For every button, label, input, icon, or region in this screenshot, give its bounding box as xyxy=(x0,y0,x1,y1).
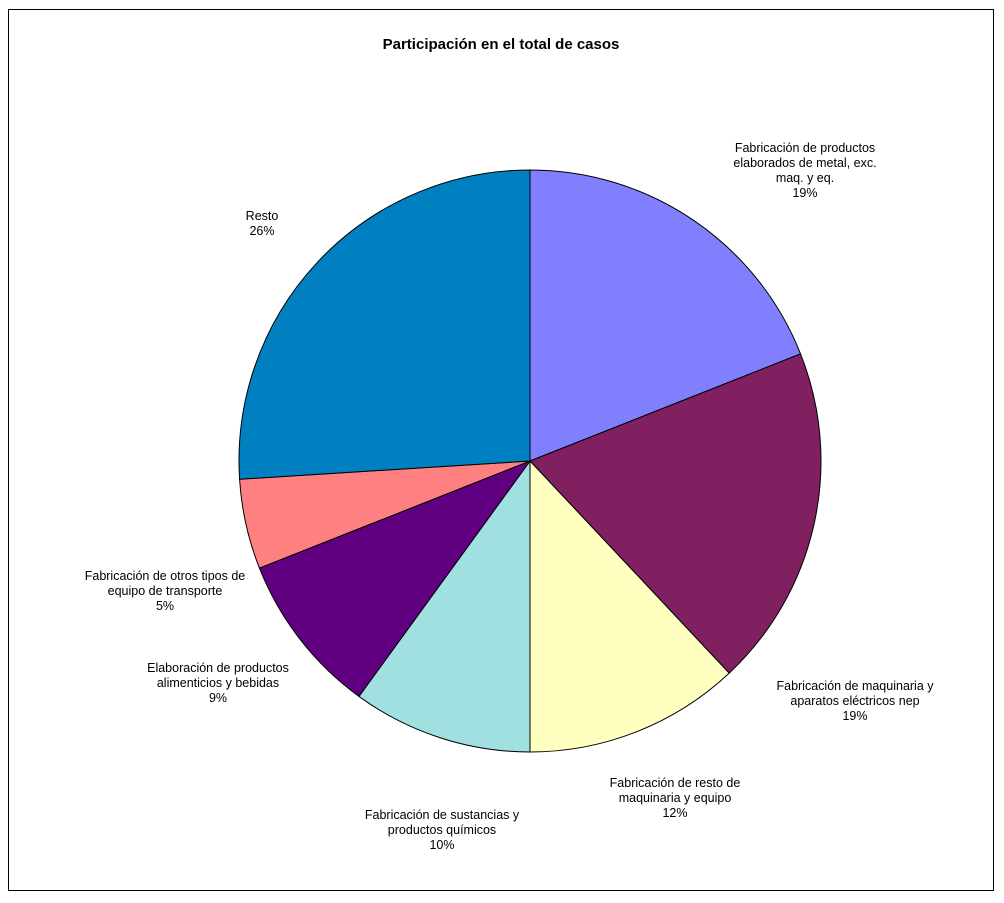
slice-category-label: Fabricación de resto de xyxy=(610,776,741,790)
slice-category-label: maquinaria y equipo xyxy=(619,791,732,805)
slice-category-label: Fabricación de maquinaria y xyxy=(776,679,934,693)
slice-category-label: elaborados de metal, exc. xyxy=(733,156,876,170)
slice-category-label: Fabricación de otros tipos de xyxy=(85,569,246,583)
slice-category-label: alimenticios y bebidas xyxy=(157,676,279,690)
slice-percent-label: 19% xyxy=(842,709,867,723)
pie-slice-2 xyxy=(529,459,730,753)
slice-category-label: Elaboración de productos xyxy=(147,661,289,675)
pie-slice-3 xyxy=(358,459,531,753)
pie-slice-6 xyxy=(238,169,531,480)
slice-category-label: maq. y eq. xyxy=(776,171,834,185)
slice-percent-label: 10% xyxy=(429,838,454,852)
slice-category-label: productos químicos xyxy=(388,823,496,837)
slice-category-label: Resto xyxy=(246,209,279,223)
slice-category-label: Fabricación de productos xyxy=(735,141,875,155)
chart-title: Participación en el total de casos xyxy=(382,36,620,53)
pie-slice-4 xyxy=(258,459,532,698)
slice-percent-label: 5% xyxy=(156,599,174,613)
slice-percent-label: 12% xyxy=(662,806,687,820)
slice-percent-label: 9% xyxy=(209,691,227,705)
slice-category-label: equipo de transporte xyxy=(108,584,223,598)
slice-percent-label: 19% xyxy=(792,186,817,200)
pie-slice-0 xyxy=(529,169,802,462)
slice-category-label: aparatos eléctricos nep xyxy=(790,694,919,708)
pie-slice-1 xyxy=(529,353,822,674)
slice-category-label: Fabricación de sustancias y xyxy=(365,808,520,822)
slice-percent-label: 26% xyxy=(249,224,274,238)
